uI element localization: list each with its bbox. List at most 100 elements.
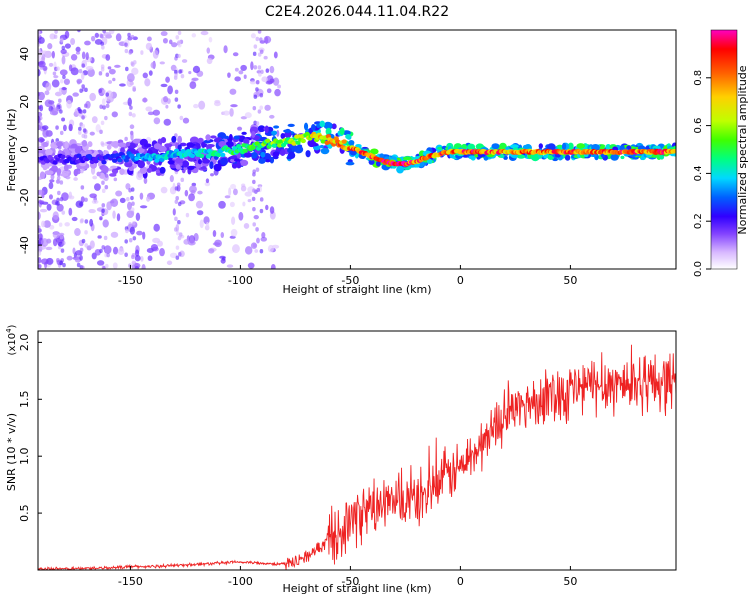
noise-blob [160, 186, 168, 194]
noise-streak [255, 87, 259, 92]
noise-streak [131, 201, 135, 206]
noise-blob [38, 189, 45, 196]
noise-streak [259, 105, 264, 110]
ridge-spread [233, 135, 240, 140]
noise-blob [129, 81, 134, 86]
noise-blob [210, 173, 215, 177]
snr-multiplier-close: ) [7, 324, 18, 328]
ridge-spread [467, 143, 476, 151]
ridge-spread [426, 158, 433, 165]
noise-streak [130, 207, 135, 212]
ridge-spread [137, 160, 146, 169]
ridge-spread [297, 144, 303, 148]
noise-blob [157, 240, 163, 247]
ridge-point [278, 139, 284, 144]
ridge-point [320, 139, 326, 144]
noise-blob [72, 247, 76, 255]
ridge-spread [42, 141, 49, 148]
ridge-spread [331, 123, 337, 130]
noise-blob [131, 113, 136, 118]
noise-streak [81, 123, 86, 129]
ridge-spread [175, 164, 181, 170]
noise-blob [79, 255, 83, 261]
noise-blob [90, 35, 96, 42]
noise-streak [104, 115, 108, 121]
noise-blob [43, 220, 51, 228]
noise-blob [45, 246, 53, 251]
ridge-spread [201, 141, 206, 149]
ridge-spread [283, 129, 292, 133]
noise-blob [61, 87, 67, 91]
noise-streak [101, 188, 106, 194]
noise-blob [40, 50, 49, 55]
noise-streak [255, 36, 260, 42]
ridge-spread [200, 166, 207, 170]
noise-streak [132, 60, 137, 65]
colorbar-tick-label: 0.8 [693, 70, 704, 86]
noise-blob [230, 228, 238, 237]
noise-blob [222, 110, 230, 116]
noise-blob [66, 99, 72, 109]
colorbar-tick-label: 0.4 [693, 165, 704, 181]
noise-blob [256, 237, 260, 244]
noise-blob [111, 111, 118, 118]
noise-blob [238, 70, 244, 75]
noise-streak [131, 260, 136, 265]
noise-blob [52, 71, 57, 76]
ridge-spread [491, 143, 500, 150]
ridge-point [304, 131, 310, 137]
noise-blob [160, 31, 168, 37]
ridge-spread [561, 142, 567, 151]
noise-blob [242, 201, 246, 207]
noise-blob [74, 228, 81, 237]
noise-streak [99, 104, 103, 109]
noise-blob [253, 214, 259, 220]
ridge-spread [175, 157, 184, 164]
x-tick-label: -150 [118, 575, 143, 588]
ridge-point [154, 158, 160, 163]
noise-blob [71, 216, 78, 222]
noise-streak [59, 109, 63, 114]
noise-blob [85, 65, 94, 71]
noise-blob [127, 73, 135, 83]
noise-blob [191, 182, 197, 187]
noise-blob [38, 48, 41, 52]
noise-blob [147, 111, 155, 116]
noise-blob [152, 49, 159, 59]
noise-streak [177, 235, 182, 240]
noise-blob [165, 104, 169, 109]
noise-blob [152, 109, 161, 116]
ridge-point [55, 157, 61, 162]
ridge-spread [243, 152, 252, 158]
ridge-spread [396, 165, 404, 174]
noise-streak [180, 177, 185, 183]
ridge-spread [510, 144, 519, 149]
figure-title: C2E4.2026.044.11.04.R22 [265, 4, 449, 20]
noise-blob [183, 239, 190, 245]
noise-blob [214, 239, 222, 248]
noise-blob [147, 36, 152, 42]
ridge-spread [56, 168, 62, 175]
noise-blob [269, 206, 275, 214]
noise-blob [72, 92, 79, 97]
ridge-spread [319, 144, 324, 149]
ridge-spread [280, 132, 286, 139]
ridge-spread [231, 163, 238, 169]
ridge-spread [260, 151, 266, 158]
noise-blob [56, 203, 64, 212]
noise-blob [38, 115, 41, 124]
ridge-spread [57, 149, 63, 155]
noise-streak [79, 247, 84, 253]
ridge-spread [177, 144, 182, 151]
ridge-spread [567, 142, 574, 150]
ridge-spread [109, 165, 118, 169]
colorbar-tick-label: 0.6 [693, 118, 704, 134]
ridge-spread [311, 124, 316, 131]
x-tick-label: 50 [563, 575, 577, 588]
noise-blob [184, 189, 189, 197]
noise-blob [276, 130, 280, 137]
noise-streak [80, 168, 84, 174]
noise-blob [103, 32, 112, 37]
noise-streak [175, 196, 180, 201]
noise-blob [66, 255, 73, 261]
